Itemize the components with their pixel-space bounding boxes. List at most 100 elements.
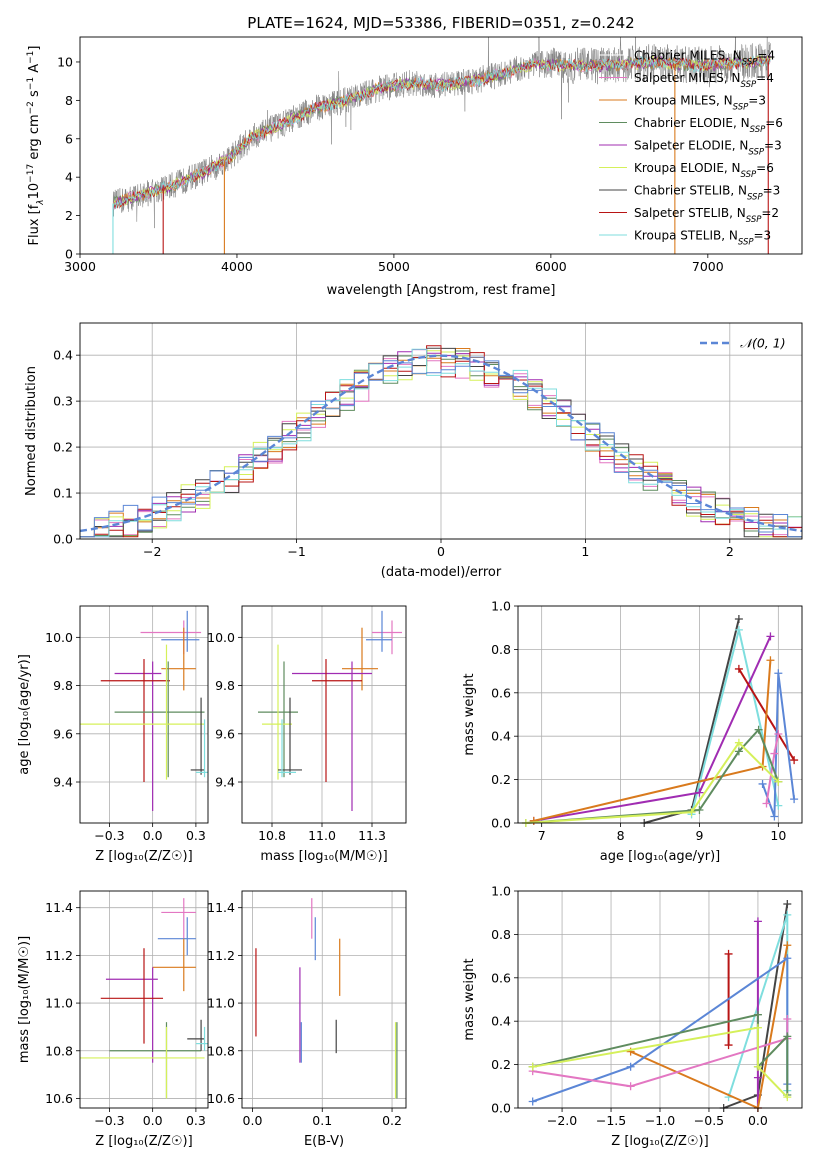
x-tick-label: 0.3: [186, 1113, 206, 1128]
legend-label-text: Chabrier STELIB, N: [634, 184, 747, 198]
axes-frame: [517, 605, 803, 824]
weight-line-kroupa_elodie: [525, 741, 780, 824]
weight-marker-kroupa_elodie: [783, 1093, 792, 1102]
x-tick-label: 0.0: [243, 1113, 263, 1128]
legend-label-sub: SSP: [742, 58, 758, 68]
x-axis-label: wavelength [Angstrom, rest frame]: [327, 283, 556, 298]
y-tick-label: 10: [57, 54, 73, 69]
weight-marker-kroupa_stelib: [783, 910, 792, 919]
x-tick-label: 0: [437, 544, 445, 559]
y-tick-label: 10.6: [45, 1091, 73, 1106]
model-spectrum-kroupa_stelib: [112, 55, 771, 211]
weight-marker-blue: [774, 669, 783, 678]
legend-label: Kroupa ELODIE, NSSP=6: [634, 161, 774, 180]
y-tick-label: 0.2: [491, 772, 511, 787]
legend-label: Salpeter STELIB, NSSP=2: [634, 206, 779, 225]
y-tick-label: 11.4: [45, 900, 73, 915]
axes-frame: [241, 605, 407, 824]
axes-frame: [79, 322, 803, 540]
chart-title: PLATE=1624, MJD=53386, FIBERID=0351, z=0…: [247, 14, 634, 32]
weight-marker-salpeter_stelib: [724, 1041, 733, 1050]
legend-label: Salpeter ELODIE, NSSP=3: [634, 139, 782, 158]
legend-label-text: Kroupa STELIB, N: [634, 229, 738, 243]
y-tick-label: 11.2: [45, 948, 73, 963]
normal-pdf-curve: [79, 354, 803, 533]
axes: −2.0 −1.5 −1.0 −0.5 0.0 0.0 0.2 0.4 0.6 0.8 1.0: [491, 884, 768, 1129]
legend-label-sub: SSP: [733, 103, 749, 113]
plot-area: [80, 610, 208, 811]
weight-marker-kroupa_elodie: [687, 808, 696, 817]
weight-marker-salpeter_miles: [626, 1082, 635, 1091]
weight-marker-kroupa_elodie: [528, 1062, 537, 1071]
y-tick-label: 10.8: [207, 1043, 235, 1058]
x-tick-label: 10: [770, 828, 786, 843]
x-tick-label: 2: [726, 544, 734, 559]
x-tick-label: 5000: [378, 259, 410, 274]
weight-marker-salpeter_elodie: [753, 1073, 762, 1082]
panel-residuals: −2 −1 0 1 2 0.0 0.1 0.2 0.3 0.4 (data-model)/error…: [24, 322, 803, 580]
weight-marker-blue: [626, 1062, 635, 1071]
legend-label-text: Chabrier MILES, N: [634, 49, 742, 63]
panel-age_vs_mass: 10.8 11.0 11.3 9.4 9.6 9.8 10.0 mass [log₁₀(M/M…: [207, 605, 407, 864]
y-tick-label: 9.4: [215, 775, 235, 790]
plot-area: [258, 610, 402, 811]
legend-label-text: Chabrier ELODIE, N: [634, 116, 750, 130]
y-tick-label: 0.0: [491, 816, 511, 831]
y-tick-label: 9.6: [215, 726, 235, 741]
y-label-part: −17: [26, 164, 36, 183]
plot-area: [80, 898, 208, 1099]
y-tick-label: 10.6: [207, 1091, 235, 1106]
legend-label: Chabrier MILES, NSSP=4: [634, 49, 775, 68]
y-tick-label: 0: [65, 247, 73, 262]
weight-marker-chabrier_elodie: [695, 805, 704, 814]
panel-weight_vs_age: 7 8 9 10 0.0 0.2 0.4 0.6 0.8 1.0 age [log₁₀(age/yr…: [462, 599, 803, 864]
y-tick-label: 9.8: [53, 678, 73, 693]
x-tick-label: −2.0: [547, 1113, 577, 1128]
y-axis-label: age [log₁₀(age/yr)]: [17, 654, 32, 775]
legend-label-suffix: =3: [764, 139, 782, 153]
y-tick-label: 8: [65, 93, 73, 108]
legend-label: 𝒩(0, 1): [740, 336, 786, 351]
y-tick-label: 0.8: [491, 927, 511, 942]
weight-marker-chabrier_stelib: [783, 900, 792, 909]
x-tick-label: −0.5: [694, 1113, 724, 1128]
weight-marker-salpeter_elodie: [766, 632, 775, 641]
y-axis-label: mass weight: [462, 958, 477, 1040]
x-axis-label: Z [log₁₀(Z/Z☉)]: [95, 1134, 192, 1149]
y-tick-label: 6: [65, 131, 73, 146]
y-tick-label: 0.3: [53, 394, 73, 409]
weight-marker-chabrier_elodie: [754, 725, 763, 734]
legend-label-text: Salpeter MILES, N: [634, 71, 741, 85]
y-tick-label: 4: [65, 170, 73, 185]
legend-label-suffix: =3: [763, 184, 781, 198]
axes: 3000 4000 5000 6000 7000 0 2 4 6 8 10: [57, 54, 724, 274]
legend-label-suffix: =2: [761, 206, 779, 220]
legend-label: Chabrier ELODIE, NSSP=6: [634, 116, 783, 135]
legend-label-sub: SSP: [748, 148, 764, 158]
axes-frame: [79, 605, 209, 824]
legend-label: Kroupa STELIB, NSSP=3: [634, 229, 771, 248]
y-tick-label: 0.2: [491, 1057, 511, 1072]
legend-label-text: Kroupa ELODIE, N: [634, 161, 741, 175]
x-tick-label: 6000: [535, 259, 567, 274]
weight-marker-blue: [790, 795, 799, 804]
y-axis-label: mass weight: [462, 673, 477, 755]
weight-marker-salpeter_stelib: [790, 756, 799, 765]
weight-marker-blue: [758, 779, 767, 788]
y-tick-label: 0.2: [53, 440, 73, 455]
y-tick-label: 11.0: [207, 996, 235, 1011]
weight-line-salpeter_miles: [532, 1019, 789, 1088]
y-tick-label: 0.6: [491, 685, 511, 700]
y-label-part: A: [27, 64, 42, 77]
y-label-part: ]: [27, 46, 42, 51]
y-axis-label: mass [log₁₀(M/M☉)]: [17, 936, 32, 1063]
y-label-part: λ: [36, 199, 46, 205]
weight-marker-kroupa_elodie: [753, 1023, 762, 1032]
observed-spectrum: [112, 37, 771, 229]
y-axis-label: Flux [fλ10−17 erg cm−2 s−1 A−1]: [26, 46, 46, 246]
weight-marker-kroupa_stelib: [734, 625, 743, 634]
legend-label-text: Salpeter STELIB, N: [634, 206, 746, 220]
y-label-part: 10: [27, 183, 42, 200]
